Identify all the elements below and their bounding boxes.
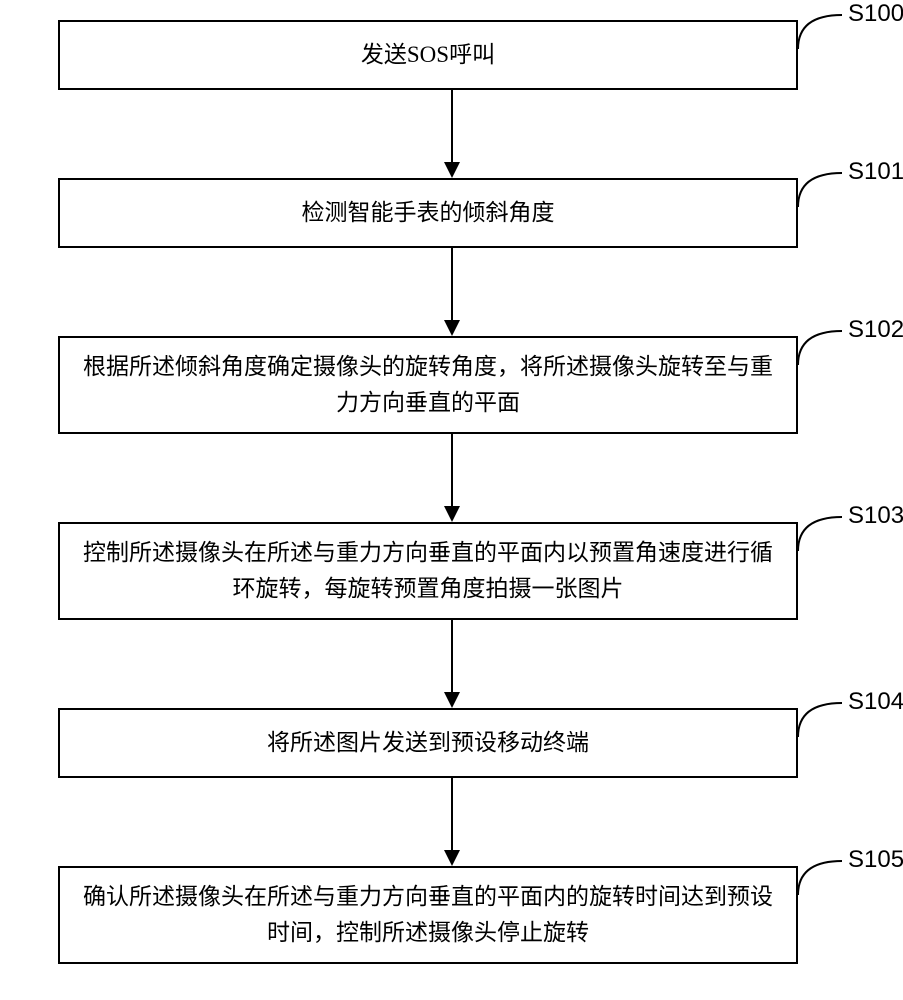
step-text: 控制所述摄像头在所述与重力方向垂直的平面内以预置角速度进行循环旋转，每旋转预置角… — [78, 535, 778, 606]
step-box-s105: 确认所述摄像头在所述与重力方向垂直的平面内的旋转时间达到预设时间，控制所述摄像头… — [58, 866, 798, 964]
step-label-s103: S103 — [848, 502, 903, 530]
arrow-s100-s101 — [440, 90, 464, 178]
step-label-s105: S105 — [848, 846, 903, 874]
step-box-s103: 控制所述摄像头在所述与重力方向垂直的平面内以预置角速度进行循环旋转，每旋转预置角… — [58, 522, 798, 620]
arrow-s103-s104 — [440, 620, 464, 708]
arrow-s101-s102 — [440, 248, 464, 336]
hook-s100 — [795, 12, 845, 52]
step-text: 根据所述倾斜角度确定摄像头的旋转角度，将所述摄像头旋转至与重力方向垂直的平面 — [78, 349, 778, 420]
step-label-s101: S101 — [848, 158, 903, 186]
arrow-s102-s103 — [440, 434, 464, 522]
step-box-s100: 发送SOS呼叫 — [58, 20, 798, 90]
hook-s101 — [795, 170, 845, 210]
hook-s105 — [795, 858, 845, 898]
step-label-s104: S104 — [848, 688, 903, 716]
step-label-s102: S102 — [848, 316, 903, 344]
step-text: 检测智能手表的倾斜角度 — [302, 195, 555, 231]
arrow-s104-s105 — [440, 778, 464, 866]
step-text: 将所述图片发送到预设移动终端 — [267, 725, 589, 761]
flowchart-container: 发送SOS呼叫 S100 检测智能手表的倾斜角度 S101 根据所述倾斜角度确定… — [0, 0, 903, 1000]
step-box-s104: 将所述图片发送到预设移动终端 — [58, 708, 798, 778]
step-box-s102: 根据所述倾斜角度确定摄像头的旋转角度，将所述摄像头旋转至与重力方向垂直的平面 — [58, 336, 798, 434]
hook-s102 — [795, 328, 845, 368]
hook-s103 — [795, 514, 845, 554]
hook-s104 — [795, 700, 845, 740]
step-text: 发送SOS呼叫 — [361, 37, 495, 73]
step-text: 确认所述摄像头在所述与重力方向垂直的平面内的旋转时间达到预设时间，控制所述摄像头… — [78, 879, 778, 950]
step-label-s100: S100 — [848, 0, 903, 28]
step-box-s101: 检测智能手表的倾斜角度 — [58, 178, 798, 248]
